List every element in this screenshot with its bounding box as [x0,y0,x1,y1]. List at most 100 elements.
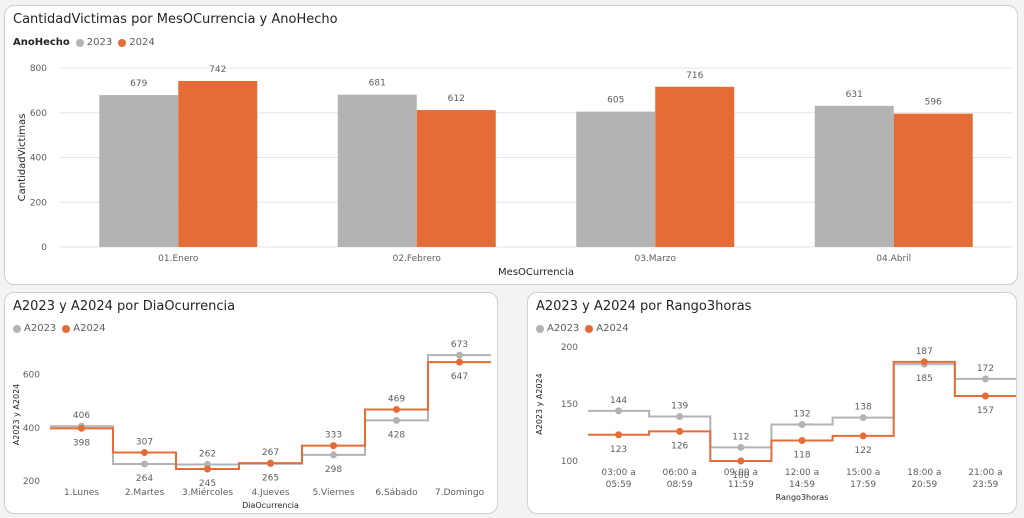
data-label: 596 [925,98,942,108]
point-A2023 [615,407,623,415]
dia-chart-panel: A2023 y A2024 por DiaOcurrencia A2023 A2… [4,292,498,514]
point-A2023 [393,416,400,424]
data-label: 298 [325,465,342,475]
bar-2023 [576,111,656,247]
x-tick-label: 20:59 [911,480,937,490]
y-axis-title: A2023 y A2024 [12,384,21,445]
x-axis-title: DiaOcurrencia [242,501,299,510]
data-label: 112 [732,432,749,442]
y-tick-label: 0 [41,243,47,253]
data-label: 139 [671,402,688,412]
data-label: 679 [130,79,147,89]
x-tick-label: 23:59 [972,480,998,490]
point-A2024 [456,358,463,366]
data-label: 631 [846,90,863,100]
point-A2024 [859,432,867,440]
data-label: 673 [451,340,468,350]
x-tick-label: 09:00 a [724,468,758,478]
x-axis-title: MesOCurrencia [498,267,574,278]
y-tick-label: 600 [23,371,40,381]
y-tick-label: 150 [561,400,578,410]
point-A2023 [141,460,148,468]
y-tick-label: 100 [561,457,578,467]
x-tick-label: 21:00 a [968,468,1002,478]
data-label: 126 [671,441,688,451]
y-tick-label: 200 [23,477,40,487]
data-label: 245 [199,479,216,489]
legend-item-2023[interactable]: 2023 [75,37,112,48]
bar-chart-title: CantidadVictimas por MesOCurrencia y Ano… [13,12,338,27]
bar-chart-legend: AnoHecho 2023 2024 [13,37,161,48]
y-axis-title: A2023 y A2024 [535,373,544,434]
legend-item-a2024[interactable]: A2024 [62,323,106,334]
bar-chart-svg: 0 200 400 600 800 679 742 01.Enero 681 612 02.Febr… [17,64,1013,278]
x-tick-label: 05:59 [606,480,632,490]
point-A2023 [330,451,337,459]
x-tick-label: 01.Enero [158,254,199,264]
data-label: 333 [325,431,342,441]
data-label: 123 [610,445,627,455]
y-tick-label: 600 [30,109,47,119]
point-A2024 [920,358,928,366]
x-tick-label: 02.Febrero [393,254,442,264]
rango-chart-legend: A2023 A2024 [536,323,635,334]
bar-chart-panel: CantidadVictimas por MesOCurrencia y Ano… [4,5,1018,285]
point-A2024 [615,431,623,439]
point-A2024 [981,392,989,400]
point-A2024 [204,465,211,473]
point-A2023 [798,421,806,429]
dia-chart-svg: 200 400 600 406 264 262 265 298 428 673 398 307 245 2… [12,340,491,510]
data-label: 187 [916,347,933,357]
data-label: 144 [610,396,627,406]
point-A2023 [456,351,463,359]
data-label: 265 [262,474,279,484]
series-line-A2023 [588,363,1016,449]
bar-2023 [99,95,179,247]
x-tick-label: 06:00 a [663,468,697,478]
data-label: 428 [388,430,405,440]
x-tick-label: 4.Jueves [251,488,289,498]
x-tick-label: 08:59 [667,480,693,490]
data-label: 132 [793,410,810,420]
dia-chart-legend: A2023 A2024 [13,323,112,334]
data-label: 118 [793,450,810,460]
point-A2024 [141,449,148,457]
rango-chart-title: A2023 y A2024 por Rango3horas [536,299,752,314]
bar-2024 [893,113,973,248]
data-label: 469 [388,394,405,404]
legend-dot-icon [118,38,127,47]
x-tick-label: 03:00 a [601,468,635,478]
data-label: 605 [607,96,624,106]
rango-chart-panel: A2023 y A2024 por Rango3horas A2023 A202… [527,292,1017,514]
point-A2024 [78,424,85,432]
data-label: 122 [855,446,872,456]
point-A2023 [981,375,989,383]
data-label: 172 [977,364,994,374]
x-tick-label: 03.Marzo [634,254,676,264]
y-tick-label: 800 [30,64,47,74]
data-label: 264 [136,474,153,484]
data-label: 267 [262,448,279,458]
data-label: 681 [369,79,386,89]
bar-2024 [655,86,735,247]
bar-2024 [178,80,258,247]
point-A2024 [798,436,806,444]
y-axis-title: CantidadVictimas [17,114,28,202]
point-A2024 [676,427,684,435]
point-A2023 [676,413,684,421]
point-A2023 [859,414,867,422]
legend-dot-icon [13,324,21,333]
data-label: 398 [73,438,90,448]
legend-item-2024[interactable]: 2024 [118,37,155,48]
point-A2024 [330,442,337,450]
data-label: 262 [199,450,216,460]
legend-item-a2024[interactable]: A2024 [585,323,629,334]
legend-item-a2023[interactable]: A2023 [13,323,56,334]
x-tick-label: 7.Domingo [435,488,485,498]
x-tick-label: 15:00 a [846,468,880,478]
legend-item-a2023[interactable]: A2023 [536,323,579,334]
legend-dot-icon [62,324,71,333]
bar-2024 [416,110,496,247]
legend-dot-icon [585,324,594,333]
